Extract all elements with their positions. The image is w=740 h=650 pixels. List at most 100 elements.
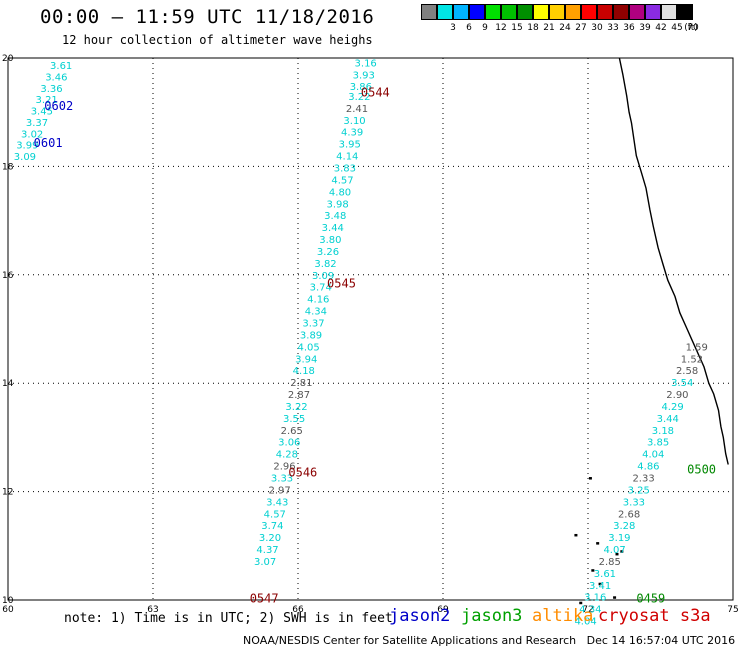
wave-height-label: 3.98: [327, 199, 349, 210]
legend-label: 70: [687, 23, 699, 33]
wave-height-label: 2.58: [676, 366, 698, 377]
wave-height-label: 3.94: [295, 354, 317, 365]
wave-height-label: 3.21: [36, 95, 58, 106]
y-tick-label: 12: [2, 488, 13, 498]
map-title: 00:00 – 11:59 UTC 11/18/2016: [40, 6, 375, 28]
wave-height-label: 3.86: [350, 82, 372, 93]
wave-height-label: 4.34: [305, 307, 327, 318]
legend-label: 9: [482, 23, 488, 33]
wave-height-label: 4.80: [329, 187, 351, 198]
wave-height-label: 4.05: [298, 342, 320, 353]
legend-swatch: [485, 4, 501, 20]
legend-swatch: [645, 4, 661, 20]
wave-height-label: 2.85: [599, 557, 621, 568]
wave-height-label: 3.18: [652, 426, 674, 437]
wave-height-label: 3.43: [266, 497, 288, 508]
wave-height-label: 2.90: [666, 390, 688, 401]
legend-label: 45: [671, 23, 683, 33]
wave-height-label: 2.87: [288, 390, 310, 401]
wave-height-label: 3.55: [283, 414, 305, 425]
wave-height-label: 3.82: [314, 259, 336, 270]
wave-height-label: 2.68: [618, 509, 640, 520]
wave-height-label: 4.29: [661, 402, 683, 413]
legend-swatch: [597, 4, 613, 20]
legend-label: 18: [527, 23, 539, 33]
wave-height-label: 3.37: [26, 118, 48, 129]
wave-height-label: 3.25: [628, 485, 650, 496]
wave-height-label: 3.99: [16, 141, 38, 152]
legend-swatch: [453, 4, 469, 20]
wave-height-label: 1.52: [681, 354, 703, 365]
wave-height-label: 3.07: [254, 557, 276, 568]
legend-label: 6: [466, 23, 472, 33]
wave-height-label: 3.95: [339, 140, 361, 151]
legend-swatch: [613, 4, 629, 20]
wave-height-label: 3.36: [40, 84, 62, 95]
legend-label: 24: [559, 23, 571, 33]
wave-height-label: 3.74: [261, 521, 283, 532]
wave-height-label: 3.54: [671, 378, 693, 389]
legend-swatch: [533, 4, 549, 20]
wave-height-label: 4.39: [341, 128, 363, 139]
wave-height-label: 3.44: [322, 223, 344, 234]
island: [574, 533, 578, 537]
credit-line: NOAA/NESDIS Center for Satellite Applica…: [243, 634, 736, 647]
wave-height-label: 3.80: [319, 235, 341, 246]
legend-label: 27: [575, 23, 587, 33]
legend-label: 15: [511, 23, 523, 33]
wave-height-label: 3.09: [14, 152, 36, 163]
wave-height-label: 3.02: [21, 129, 43, 140]
legend-swatch: [469, 4, 485, 20]
wave-height-label: 4.18: [293, 366, 315, 377]
wave-height-label: 3.33: [271, 474, 293, 485]
wave-height-label: 3.37: [302, 318, 324, 329]
wave-height-label: 4.57: [264, 509, 286, 520]
wave-height-label: 1.59: [686, 342, 708, 353]
legend-swatch: [549, 4, 565, 20]
legend-swatch: [661, 4, 677, 20]
legend-label: 42: [655, 23, 667, 33]
legend-label: 21: [543, 23, 555, 33]
legend-label: 30: [591, 23, 603, 33]
wave-height-label: 3.22: [348, 92, 370, 103]
x-tick-label: 72: [582, 605, 593, 615]
wave-height-label: 3.93: [353, 70, 375, 81]
x-tick-label: 75: [727, 605, 738, 615]
legend-label: 12: [495, 23, 507, 33]
wave-height-label: 2.41: [346, 104, 368, 115]
wave-height-label: 3.16: [584, 593, 606, 604]
wave-height-label: 2.97: [269, 485, 291, 496]
satellite-name: altika: [532, 606, 594, 626]
island: [596, 542, 600, 545]
wave-height-label: 4.34: [579, 605, 601, 616]
x-tick-label: 66: [292, 605, 304, 615]
wave-height-label: 4.28: [276, 450, 298, 461]
y-tick-label: 14: [2, 379, 14, 389]
legend-swatch: [501, 4, 517, 20]
legend-swatch: [677, 4, 693, 20]
legend-label: 33: [607, 23, 619, 33]
island: [588, 477, 592, 480]
x-tick-label: 69: [437, 605, 449, 615]
island: [579, 601, 583, 605]
wave-height-label: 4.16: [307, 295, 329, 306]
wave-height-label: 3.06: [278, 438, 300, 449]
map-frame: [7, 57, 734, 601]
x-tick-label: 63: [147, 605, 158, 615]
wave-height-label: 4.57: [331, 175, 353, 186]
wave-height-label: 2.96: [273, 462, 295, 473]
wave-height-label: 4.14: [336, 152, 358, 163]
wave-height-label: 2.65: [281, 426, 303, 437]
wave-height-label: 3.19: [608, 533, 630, 544]
wave-height-label: 3.26: [317, 247, 339, 258]
wave-height-label: 3.83: [334, 163, 356, 174]
wave-height-label: 3.20: [259, 533, 281, 544]
y-tick-label: 10: [2, 596, 14, 606]
legend-unit: (ft): [684, 23, 698, 33]
legend-swatch: [421, 4, 437, 20]
pass-time-label: 0601: [34, 136, 63, 150]
wave-height-label: 3.41: [589, 581, 611, 592]
wave-height-label: 3.89: [300, 330, 322, 341]
wave-height-label: 3.28: [613, 521, 635, 532]
